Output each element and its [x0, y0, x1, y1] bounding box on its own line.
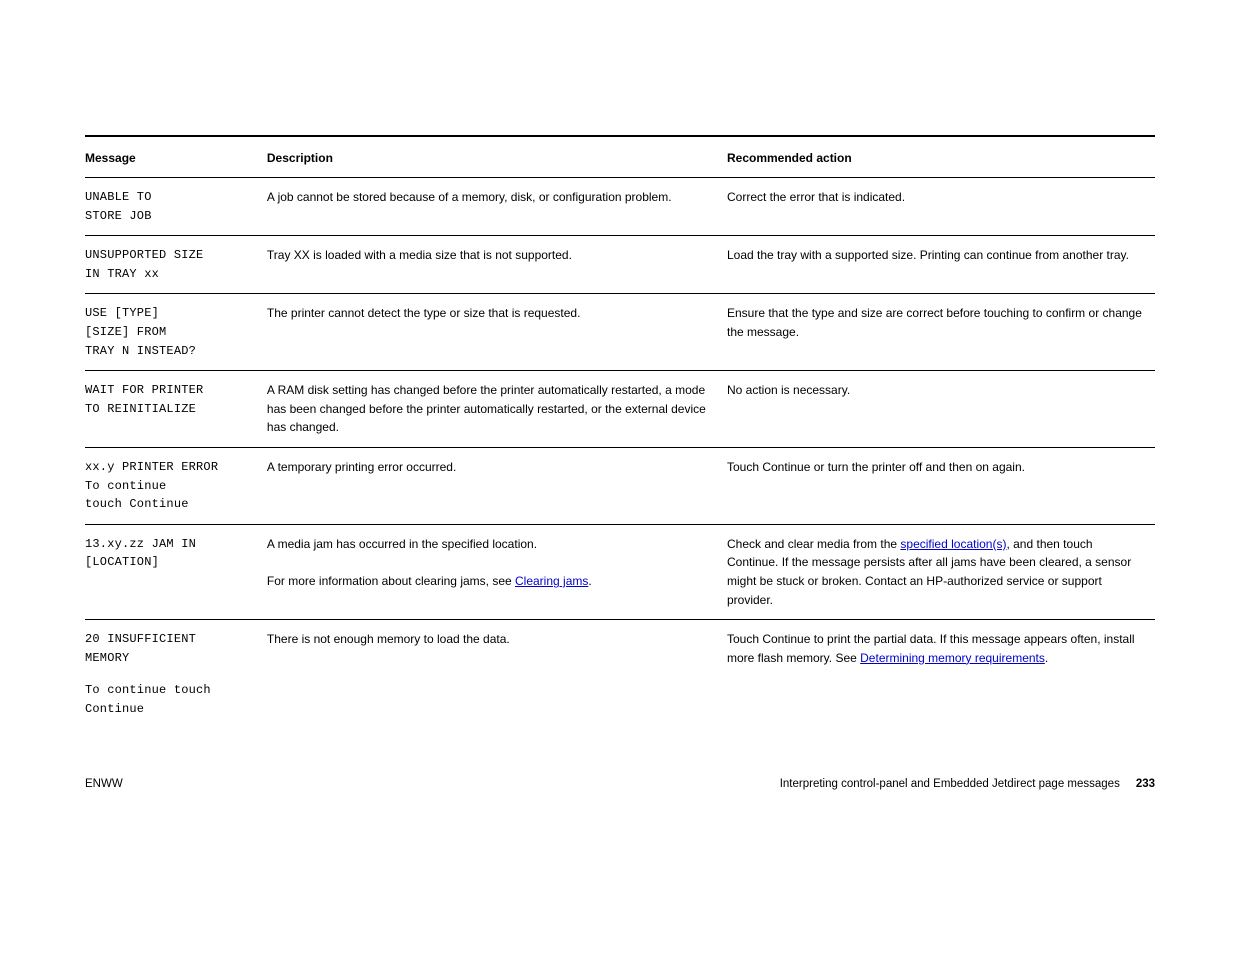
- document-page: Message Description Recommended action U…: [0, 0, 1235, 830]
- message-cell: 13.xy.zz JAM IN[LOCATION]: [85, 524, 267, 619]
- description-cell: A job cannot be stored because of a memo…: [267, 178, 727, 236]
- table-row: 20 INSUFFICIENTMEMORYTo continue touchCo…: [85, 620, 1155, 729]
- description-cell: A temporary printing error occurred.: [267, 447, 727, 524]
- description-cell: There is not enough memory to load the d…: [267, 620, 727, 729]
- footer-right: Interpreting control-panel and Embedded …: [780, 778, 1155, 790]
- action-cell: Touch Continue or turn the printer off a…: [727, 447, 1155, 524]
- description-cell: A media jam has occurred in the specifie…: [267, 524, 727, 619]
- action-cell: Ensure that the type and size are correc…: [727, 294, 1155, 371]
- table-row: UNABLE TOSTORE JOBA job cannot be stored…: [85, 178, 1155, 236]
- inline-link[interactable]: Clearing jams: [515, 574, 588, 588]
- description-cell: Tray XX is loaded with a media size that…: [267, 236, 727, 294]
- description-cell: The printer cannot detect the type or si…: [267, 294, 727, 371]
- action-cell: No action is necessary.: [727, 371, 1155, 448]
- message-cell: USE [TYPE][SIZE] FROMTRAY N INSTEAD?: [85, 294, 267, 371]
- table-body: UNABLE TOSTORE JOBA job cannot be stored…: [85, 178, 1155, 729]
- col-header-description: Description: [267, 137, 727, 178]
- col-header-action: Recommended action: [727, 137, 1155, 178]
- message-cell: 20 INSUFFICIENTMEMORYTo continue touchCo…: [85, 620, 267, 729]
- footer-left: ENWW: [85, 778, 123, 790]
- action-cell: Correct the error that is indicated.: [727, 178, 1155, 236]
- action-cell: Touch Continue to print the partial data…: [727, 620, 1155, 729]
- page-footer: ENWW Interpreting control-panel and Embe…: [85, 778, 1155, 790]
- table-header-row: Message Description Recommended action: [85, 137, 1155, 178]
- messages-table: Message Description Recommended action U…: [85, 137, 1155, 728]
- footer-right-label: Interpreting control-panel and Embedded …: [780, 778, 1120, 790]
- table-row: WAIT FOR PRINTERTO REINITIALIZEA RAM dis…: [85, 371, 1155, 448]
- inline-link[interactable]: Determining memory requirements: [860, 651, 1045, 665]
- action-cell: Load the tray with a supported size. Pri…: [727, 236, 1155, 294]
- table-row: 13.xy.zz JAM IN[LOCATION]A media jam has…: [85, 524, 1155, 619]
- table-row: USE [TYPE][SIZE] FROMTRAY N INSTEAD?The …: [85, 294, 1155, 371]
- col-header-message: Message: [85, 137, 267, 178]
- footer-page-number: 233: [1136, 778, 1155, 790]
- action-cell: Check and clear media from the specified…: [727, 524, 1155, 619]
- inline-link[interactable]: specified location(s): [900, 537, 1006, 551]
- message-cell: UNSUPPORTED SIZEIN TRAY xx: [85, 236, 267, 294]
- message-cell: UNABLE TOSTORE JOB: [85, 178, 267, 236]
- message-cell: WAIT FOR PRINTERTO REINITIALIZE: [85, 371, 267, 448]
- description-cell: A RAM disk setting has changed before th…: [267, 371, 727, 448]
- table-row: UNSUPPORTED SIZEIN TRAY xxTray XX is loa…: [85, 236, 1155, 294]
- table-row: xx.y PRINTER ERRORTo continuetouch Conti…: [85, 447, 1155, 524]
- message-cell: xx.y PRINTER ERRORTo continuetouch Conti…: [85, 447, 267, 524]
